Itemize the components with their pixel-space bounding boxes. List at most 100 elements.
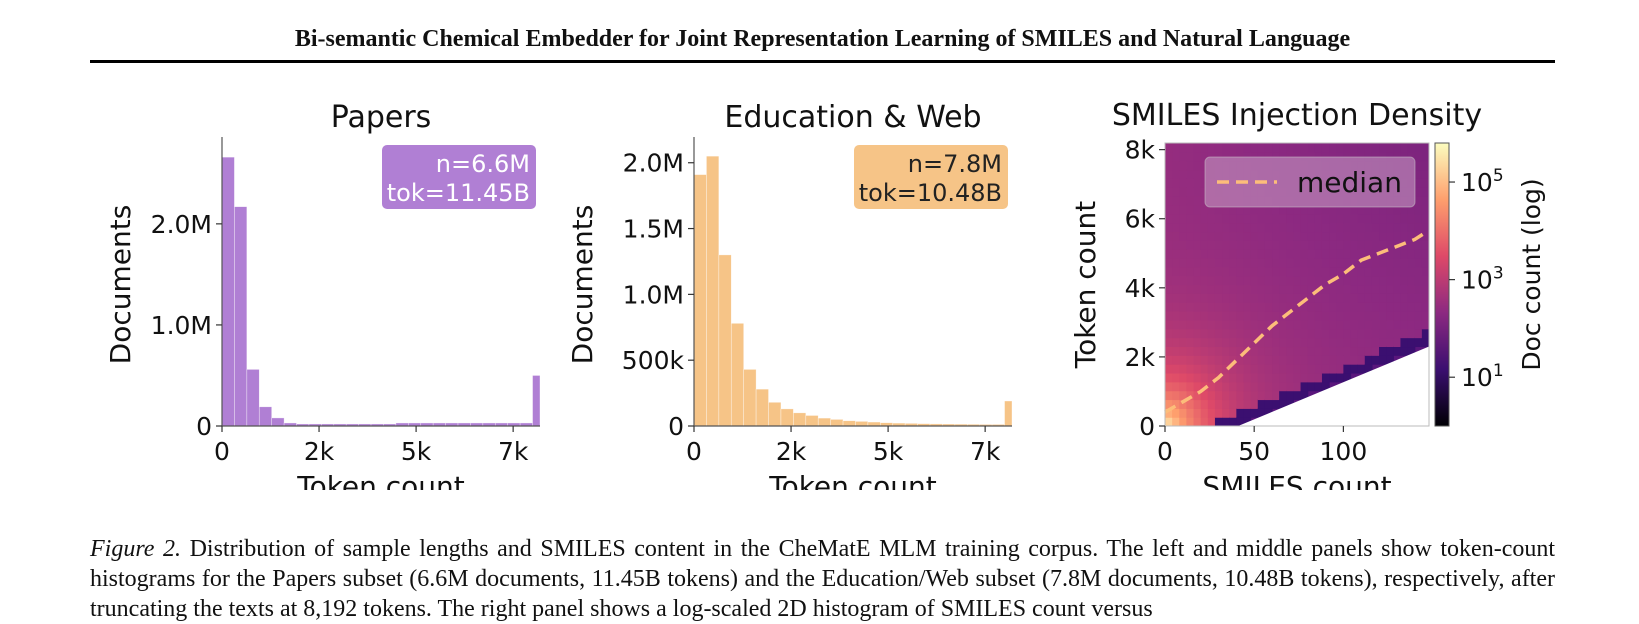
histogram-bar [718,254,732,427]
heatmap-cell [1414,302,1423,312]
heatmap-cell [1200,284,1209,294]
heatmap-cell [1236,364,1245,374]
heatmap-cell [1243,311,1252,321]
heatmap-cell [1250,222,1259,233]
heatmap-cell [1336,364,1344,374]
heatmap-cell [1165,319,1173,330]
heatmap-cell [1200,319,1209,330]
heatmap-cell [1357,240,1366,250]
heatmap-cell [1293,257,1302,268]
heatmap-cell [1214,222,1223,233]
heatmap-cell [1193,213,1202,224]
heatmap-cell [1300,213,1309,224]
heatmap-cell [1172,222,1180,233]
heatmap-cell [1200,222,1209,233]
heatmap-cell [1336,275,1344,286]
heatmap-cell [1343,222,1352,233]
heatmap-cell [1379,266,1387,277]
heatmap-cell [1200,355,1209,365]
heatmap-cell [1407,143,1416,153]
heatmap-cell [1357,302,1366,312]
heatmap-cell [1165,302,1173,312]
y-tick-label: 8k [1125,136,1156,165]
heatmap-cell [1286,355,1295,365]
heatmap-cell [1364,284,1373,294]
heatmap-cell [1336,204,1344,215]
heatmap-cell [1257,399,1266,409]
heatmap-cell [1286,319,1295,330]
heatmap-cell [1172,187,1180,197]
heatmap-cell [1286,249,1295,259]
colorbar-tick-exponent: 1 [1493,361,1504,381]
heatmap-cell [1214,337,1223,348]
heatmap-cell [1350,355,1359,365]
heatmap-cell [1421,284,1429,294]
heatmap-cell [1379,222,1387,233]
x-tick-label: 2k [776,437,807,466]
heatmap-cell [1236,240,1245,250]
heatmap-cell [1279,213,1287,224]
heatmap-cell [1407,311,1416,321]
heatmap-cell [1186,266,1195,277]
heatmap-cell [1250,364,1259,374]
heatmap-cell [1329,222,1337,233]
heatmap-cell [1214,284,1223,294]
heatmap-cell [1407,319,1416,330]
heatmap-cell [1179,240,1188,250]
heatmap-cell [1186,169,1195,179]
heatmap-cell [1357,266,1366,277]
panel-smiles-density: 0 50 100 0 2k 4k 6k 8k SMILES Injection Density S… [1069,98,1546,490]
median-line [1164,231,1427,414]
heatmap-cell [1307,293,1316,303]
heatmap-cell [1357,284,1366,294]
heatmap-cell [1264,390,1273,401]
x-tick-label: 100 [1320,437,1368,466]
heatmap-cell [1407,266,1416,277]
heatmap-cell [1379,143,1387,153]
heatmap-cell [1300,302,1309,312]
heatmap-cell [1393,257,1402,268]
heatmap-cell [1421,240,1429,250]
heatmap-cell [1300,346,1309,356]
heatmap-cell [1229,337,1237,348]
heatmap-cell [1421,311,1429,321]
heatmap-cell [1193,337,1202,348]
heatmap-cell [1222,257,1230,268]
x-tick-label: 7k [970,437,1001,466]
heatmap-cell [1214,266,1223,277]
heatmap-cell [1321,328,1330,339]
heatmap-cell [1264,293,1273,303]
heatmap-cell [1407,213,1416,224]
heatmap-cell [1321,364,1330,374]
heatmap-cell [1343,231,1352,241]
heatmap-cell [1214,408,1223,418]
heatmap-cell [1364,319,1373,330]
heatmap-cell [1286,266,1295,277]
y-tick-label: 1.0M [623,280,684,309]
heatmap-cell [1257,381,1266,392]
heatmap-cell [1357,364,1366,374]
heatmap-cell [1186,143,1195,153]
heatmap-cell [1179,275,1188,286]
heatmap-cell [1407,293,1416,303]
heatmap-cell [1243,390,1252,401]
heatmap-cell [1193,364,1202,374]
heatmap-cell [1179,231,1188,241]
heatmap-cell [1257,372,1266,383]
heatmap-cell [1407,284,1416,294]
heatmap-cell [1236,249,1245,259]
heatmap-cell [1400,257,1409,268]
x-tick-label: 5k [873,437,904,466]
heatmap-cell [1264,346,1273,356]
heatmap-cell [1229,240,1237,250]
heatmap-cell [1400,293,1409,303]
heatmap-cell [1172,417,1180,426]
heatmap-cell [1307,302,1316,312]
heatmap-cell [1371,311,1380,321]
heatmap-cell [1207,222,1216,233]
histogram-bar [1004,400,1013,427]
heatmap-cell [1257,257,1266,268]
heatmap-cell [1329,311,1337,321]
heatmap-cell [1214,275,1223,286]
heatmap-cell [1421,213,1429,224]
